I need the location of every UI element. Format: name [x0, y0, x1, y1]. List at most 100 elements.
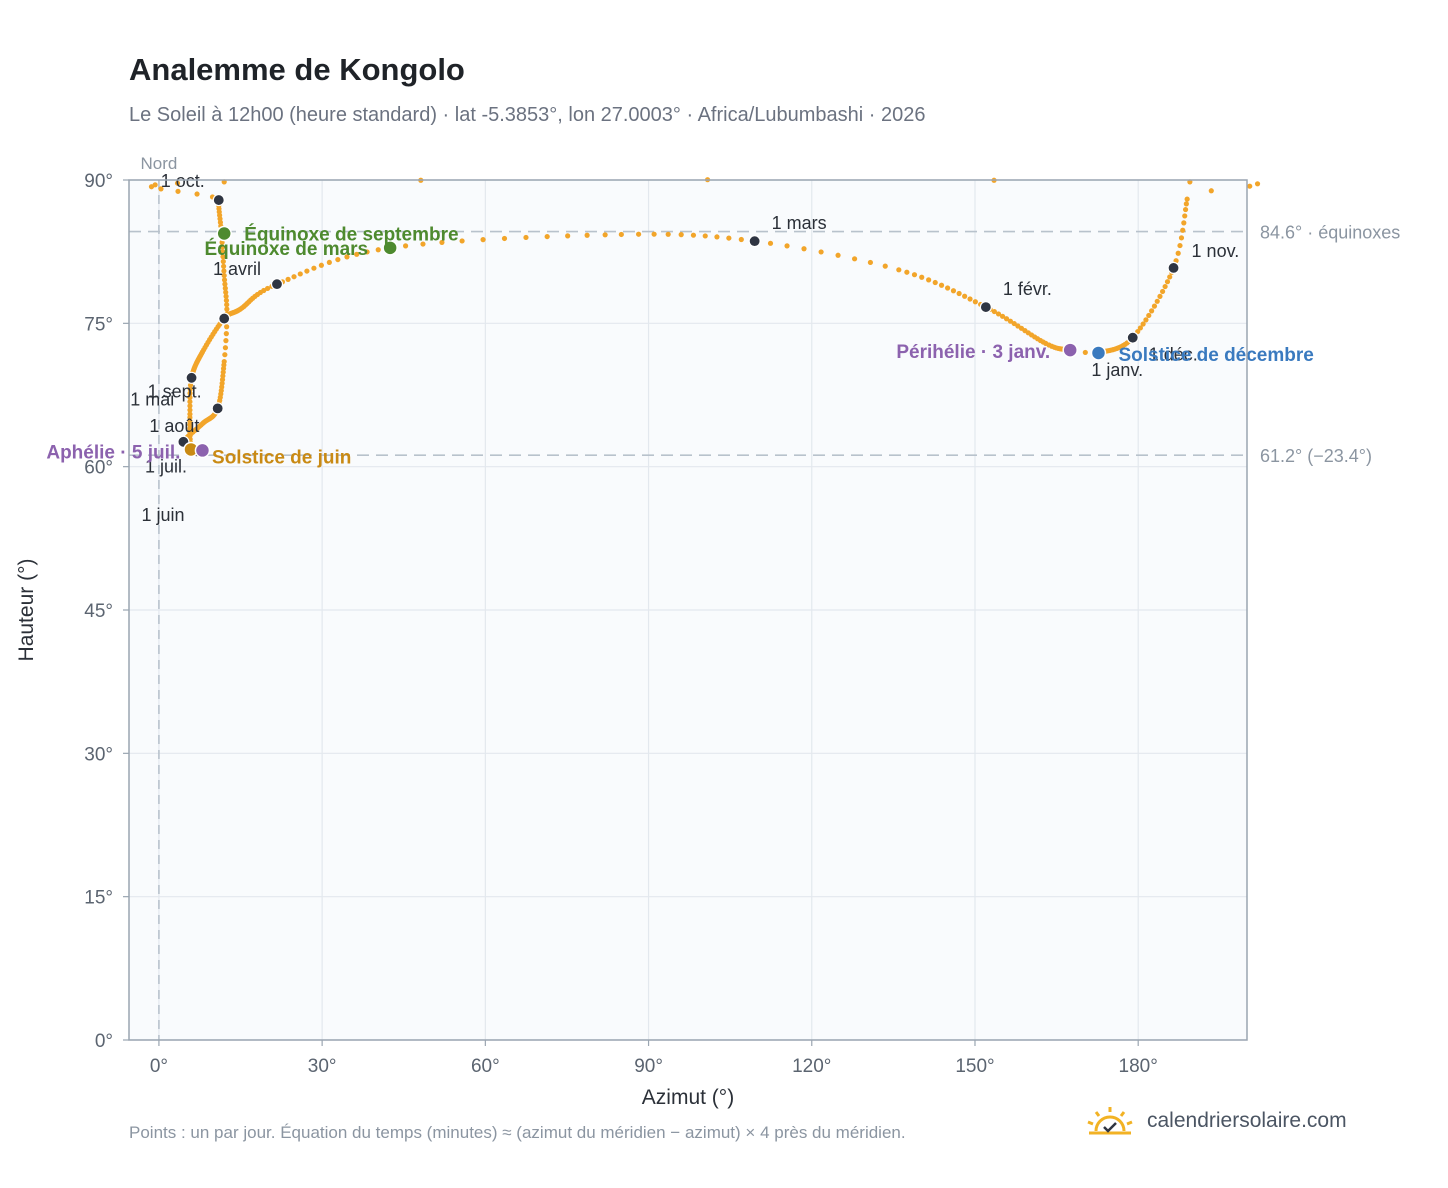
- analemma-day-point: [1157, 293, 1163, 299]
- analemma-day-point: [459, 238, 465, 244]
- month-label: 1 mars: [772, 213, 827, 233]
- event-marker: [194, 442, 211, 459]
- analemma-day-point: [919, 274, 925, 280]
- analemma-day-point: [311, 265, 317, 271]
- analemma-day-point: [738, 236, 744, 243]
- analemma-day-point: [962, 293, 968, 299]
- analemma-day-point: [223, 297, 230, 304]
- analemma-day-point: [714, 234, 720, 240]
- analemma-day-point: [1151, 303, 1158, 309]
- analemma-day-point: [1180, 227, 1186, 233]
- brand[interactable]: calendriersolaire.com: [1083, 1103, 1347, 1139]
- footnote: Points : un par jour. Équation du temps …: [129, 1123, 906, 1142]
- analemma-day-point: [972, 299, 978, 305]
- analemma-day-point: [221, 272, 227, 279]
- analemma-day-point: [222, 352, 228, 358]
- analemma-day-point: [1143, 317, 1149, 323]
- sun-check-icon: [1087, 1107, 1133, 1135]
- analemma-day-point: [651, 231, 657, 237]
- month-marker: [748, 235, 761, 248]
- analemma-day-point: [938, 282, 945, 288]
- analemma-day-point: [565, 233, 571, 239]
- analemma-day-point: [480, 237, 486, 243]
- analemma-day-point: [1183, 201, 1189, 207]
- analemma-day-point: [801, 246, 807, 252]
- analemma-day-point: [584, 232, 590, 238]
- analemma-day-point: [318, 262, 324, 268]
- analemma-day-point: [1175, 250, 1181, 256]
- analemma-day-point: [1015, 323, 1021, 329]
- analemma-day-point: [1082, 349, 1088, 356]
- analemma-day-point: [501, 235, 508, 242]
- analemma-day-point: [882, 263, 888, 269]
- page-subtitle: Le Soleil à 12h00 (heure standard) · lat…: [129, 104, 926, 126]
- event-marker: [1090, 345, 1107, 361]
- reference-label: 84.6° · équinoxes: [1260, 223, 1400, 243]
- analemma-day-point: [784, 243, 790, 249]
- analemma-day-point: [335, 256, 341, 263]
- analemma-day-point: [187, 394, 193, 401]
- analemma-day-point: [932, 279, 938, 286]
- month-label: 1 déc.: [1149, 345, 1198, 365]
- y-tick-label: 0°: [95, 1031, 113, 1052]
- analemma-day-point: [665, 231, 671, 237]
- analemma-day-point: [1007, 318, 1014, 324]
- analemma-day-point: [174, 180, 181, 186]
- analemma-day-point: [221, 263, 227, 269]
- month-marker: [979, 300, 992, 314]
- analemma-day-point: [187, 425, 193, 432]
- analemma-day-point: [187, 422, 193, 428]
- x-tick-label: 0°: [150, 1056, 168, 1077]
- analemma-day-point: [221, 277, 228, 283]
- analemma-day-point: [221, 358, 227, 365]
- analemma-day-point: [1184, 196, 1190, 202]
- analemma-day-point: [187, 399, 193, 405]
- brand-name: calendriersolaire.com: [1147, 1109, 1347, 1132]
- analemma-day-point: [726, 235, 732, 241]
- analemma-day-point: [1182, 206, 1189, 213]
- analemma-day-point: [194, 191, 200, 197]
- north-label: Nord: [140, 154, 177, 173]
- analemma-day-point: [1247, 183, 1253, 189]
- analemma-day-point: [1254, 181, 1261, 187]
- analemma-day-point: [187, 407, 193, 413]
- analemma-day-point: [224, 306, 230, 312]
- analemma-day-point: [264, 285, 271, 292]
- analemma-day-point: [1182, 213, 1188, 219]
- analemma-day-point: [1164, 279, 1171, 285]
- analemma-day-point: [175, 188, 181, 194]
- analemma-day-point: [1154, 298, 1160, 304]
- analemma-day-point: [945, 285, 951, 291]
- x-tick-label: 90°: [634, 1056, 663, 1077]
- y-tick-label: 90°: [84, 171, 113, 192]
- y-tick-label: 60°: [84, 458, 113, 479]
- analemma-day-point: [187, 418, 193, 424]
- analemma-day-point: [523, 234, 529, 241]
- analemma-day-point: [1167, 274, 1173, 280]
- month-marker: [218, 312, 231, 325]
- analemma-day-point: [375, 247, 381, 253]
- event-label: Équinoxe de septembre: [244, 224, 458, 246]
- y-tick-label: 75°: [84, 314, 113, 335]
- month-label: 1 nov.: [1192, 241, 1240, 261]
- analemma-day-point: [956, 290, 962, 297]
- analemma-day-point: [602, 232, 608, 238]
- month-label: 1 juil.: [145, 456, 187, 476]
- month-label: 1 mai: [130, 390, 174, 410]
- event-label: Solstice de juin: [212, 447, 351, 468]
- month-label: 1 janv.: [1091, 360, 1143, 380]
- analemma-day-point: [1011, 320, 1017, 327]
- analemma-day-point: [1177, 242, 1183, 249]
- analemma-day-point: [222, 285, 228, 291]
- analemma-day-point: [223, 338, 229, 344]
- analemma-day-point: [420, 241, 426, 247]
- analemma-day-point: [835, 252, 841, 258]
- month-label: 1 avril: [213, 259, 261, 279]
- month-label: 1 févr.: [1003, 279, 1052, 299]
- analemma-day-point: [152, 182, 158, 188]
- analemma-day-point: [224, 302, 230, 308]
- analemma-day-point: [364, 249, 370, 255]
- analemma-day-point: [999, 313, 1006, 319]
- analemma-day-point: [439, 239, 445, 246]
- analemma-day-point: [926, 277, 932, 283]
